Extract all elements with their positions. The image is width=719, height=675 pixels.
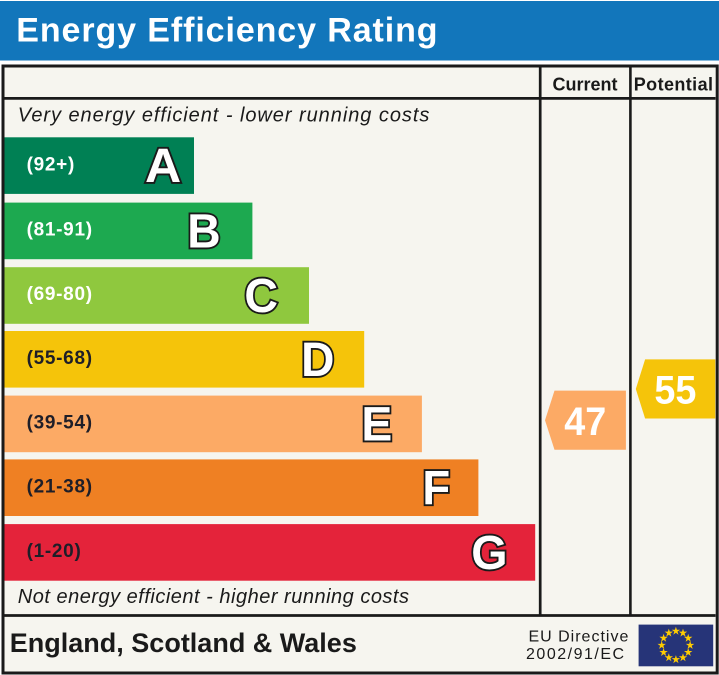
svg-text:B: B bbox=[187, 205, 220, 258]
svg-text:Energy Efficiency Rating: Energy Efficiency Rating bbox=[16, 12, 438, 50]
svg-text:G: G bbox=[471, 527, 507, 580]
svg-text:D: D bbox=[301, 334, 334, 387]
svg-text:Potential: Potential bbox=[634, 75, 714, 95]
svg-text:Very energy efficient - lower: Very energy efficient - lower running co… bbox=[18, 104, 431, 126]
svg-text:(69-80): (69-80) bbox=[27, 284, 93, 305]
svg-text:55: 55 bbox=[654, 369, 696, 413]
svg-text:Not energy efficient - higher: Not energy efficient - higher running co… bbox=[18, 586, 410, 608]
svg-text:E: E bbox=[361, 398, 392, 451]
svg-text:47: 47 bbox=[564, 400, 606, 444]
svg-text:England, Scotland & Wales: England, Scotland & Wales bbox=[10, 628, 357, 658]
svg-text:EU Directive: EU Directive bbox=[528, 628, 629, 645]
svg-text:A: A bbox=[145, 140, 181, 193]
svg-text:(21-38): (21-38) bbox=[27, 476, 93, 497]
svg-text:(39-54): (39-54) bbox=[27, 413, 93, 434]
svg-text:Current: Current bbox=[552, 75, 617, 95]
svg-text:(1-20): (1-20) bbox=[27, 541, 82, 562]
svg-text:C: C bbox=[244, 270, 278, 323]
svg-text:(55-68): (55-68) bbox=[27, 348, 93, 369]
svg-text:2002/91/EC: 2002/91/EC bbox=[526, 646, 626, 663]
svg-text:(81-91): (81-91) bbox=[27, 220, 93, 241]
svg-text:(92+): (92+) bbox=[27, 154, 75, 175]
svg-text:F: F bbox=[422, 462, 450, 515]
